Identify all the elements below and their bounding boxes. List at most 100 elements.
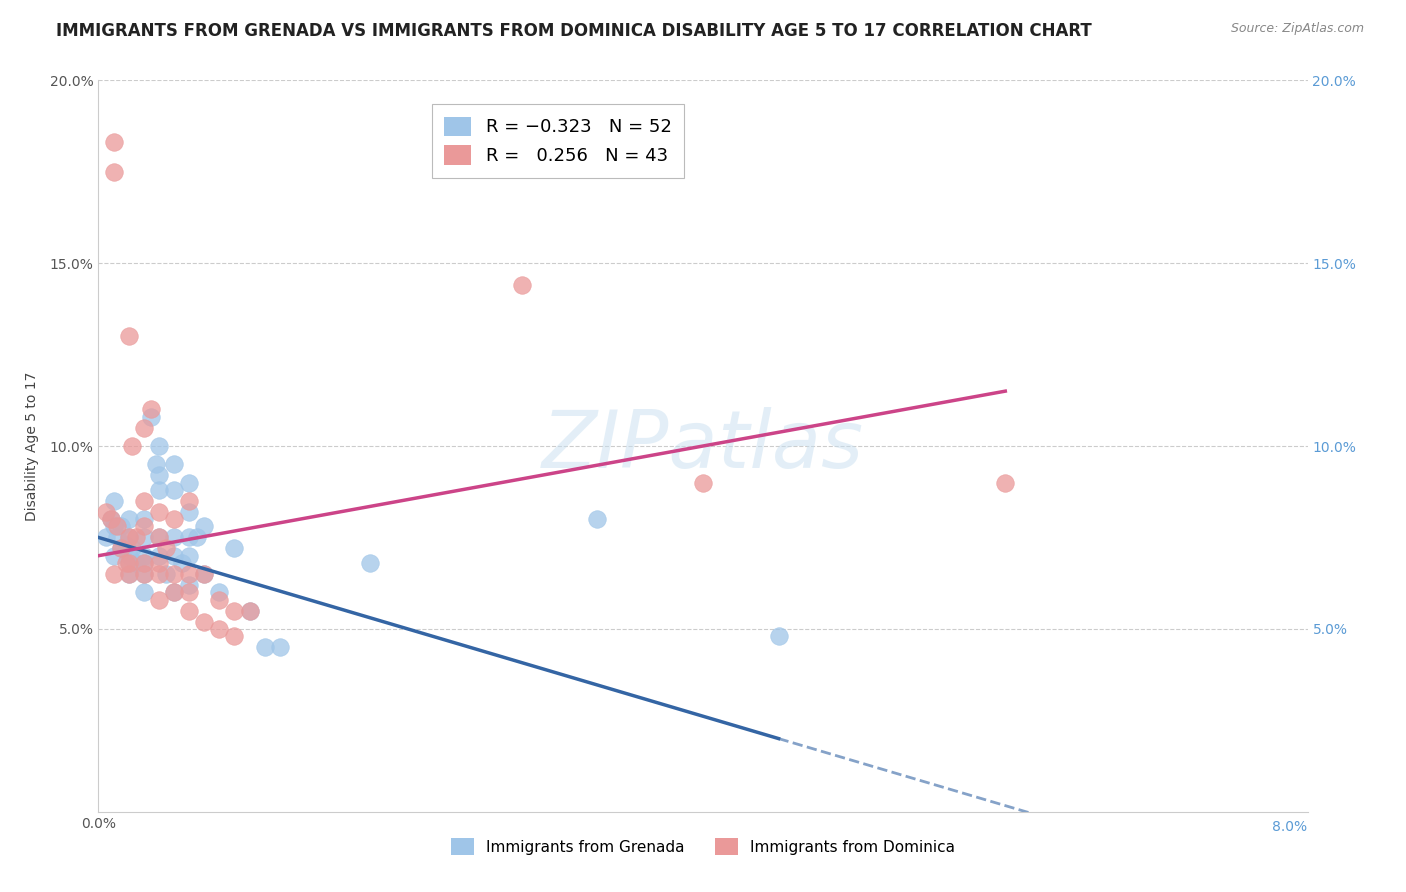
Point bbox=[132, 567, 155, 582]
Point bbox=[148, 530, 170, 544]
Point bbox=[132, 494, 155, 508]
Point bbox=[510, 278, 533, 293]
Point bbox=[163, 567, 186, 582]
Point bbox=[193, 519, 215, 533]
Point bbox=[118, 512, 141, 526]
Point bbox=[118, 329, 141, 343]
Point bbox=[148, 439, 170, 453]
Point bbox=[125, 530, 148, 544]
Point bbox=[94, 505, 117, 519]
Point bbox=[148, 592, 170, 607]
Point bbox=[148, 483, 170, 497]
Point bbox=[163, 549, 186, 563]
Point bbox=[132, 556, 155, 570]
Point bbox=[132, 556, 155, 570]
Point bbox=[224, 629, 246, 643]
Text: ZIPatlas: ZIPatlas bbox=[541, 407, 865, 485]
Point bbox=[163, 483, 186, 497]
Point bbox=[100, 512, 122, 526]
Point bbox=[148, 468, 170, 483]
Point bbox=[141, 409, 163, 424]
Point bbox=[103, 136, 125, 150]
Y-axis label: Disability Age 5 to 17: Disability Age 5 to 17 bbox=[24, 371, 38, 521]
Point bbox=[141, 402, 163, 417]
Point bbox=[145, 457, 167, 471]
Point bbox=[193, 615, 215, 629]
Point bbox=[179, 578, 201, 592]
Point bbox=[269, 640, 291, 655]
Point bbox=[110, 541, 132, 556]
Point bbox=[118, 530, 141, 544]
Point bbox=[94, 530, 117, 544]
Point bbox=[103, 549, 125, 563]
Point bbox=[118, 556, 141, 570]
Text: 8.0%: 8.0% bbox=[1272, 821, 1308, 835]
Point bbox=[132, 519, 155, 533]
Point bbox=[148, 505, 170, 519]
Point bbox=[208, 592, 231, 607]
Point bbox=[163, 585, 186, 599]
Point bbox=[163, 512, 186, 526]
Point bbox=[163, 585, 186, 599]
Point bbox=[103, 519, 125, 533]
Point bbox=[132, 549, 155, 563]
Point bbox=[994, 475, 1017, 490]
Point bbox=[186, 530, 208, 544]
Point bbox=[179, 567, 201, 582]
Point bbox=[100, 512, 122, 526]
Legend: Immigrants from Grenada, Immigrants from Dominica: Immigrants from Grenada, Immigrants from… bbox=[443, 830, 963, 863]
Point bbox=[103, 567, 125, 582]
Text: IMMIGRANTS FROM GRENADA VS IMMIGRANTS FROM DOMINICA DISABILITY AGE 5 TO 17 CORRE: IMMIGRANTS FROM GRENADA VS IMMIGRANTS FR… bbox=[56, 22, 1092, 40]
Point bbox=[163, 457, 186, 471]
Point bbox=[224, 603, 246, 617]
Point bbox=[239, 603, 262, 617]
Text: Source: ZipAtlas.com: Source: ZipAtlas.com bbox=[1230, 22, 1364, 36]
Point bbox=[148, 556, 170, 570]
Point bbox=[163, 530, 186, 544]
Point bbox=[179, 603, 201, 617]
Point bbox=[105, 530, 128, 544]
Point bbox=[155, 567, 177, 582]
Point bbox=[125, 556, 148, 570]
Point bbox=[105, 519, 128, 533]
Point bbox=[132, 421, 155, 435]
Point bbox=[132, 567, 155, 582]
Point bbox=[121, 541, 143, 556]
Point bbox=[179, 530, 201, 544]
Point bbox=[179, 585, 201, 599]
Point bbox=[148, 567, 170, 582]
Point bbox=[132, 530, 155, 544]
Point bbox=[586, 512, 609, 526]
Point bbox=[179, 505, 201, 519]
Point bbox=[118, 567, 141, 582]
Point bbox=[103, 494, 125, 508]
Point bbox=[193, 567, 215, 582]
Point bbox=[208, 622, 231, 636]
Point bbox=[110, 519, 132, 533]
Point bbox=[239, 603, 262, 617]
Point bbox=[179, 494, 201, 508]
Point bbox=[208, 585, 231, 599]
Point bbox=[768, 629, 790, 643]
Point bbox=[148, 549, 170, 563]
Point bbox=[148, 530, 170, 544]
Point bbox=[118, 530, 141, 544]
Point bbox=[179, 549, 201, 563]
Point bbox=[193, 567, 215, 582]
Point bbox=[692, 475, 714, 490]
Point bbox=[118, 549, 141, 563]
Point bbox=[155, 541, 177, 556]
Point bbox=[253, 640, 276, 655]
Point bbox=[179, 475, 201, 490]
Point bbox=[121, 439, 143, 453]
Point bbox=[103, 164, 125, 178]
Point bbox=[132, 512, 155, 526]
Point bbox=[118, 556, 141, 570]
Point bbox=[114, 556, 136, 570]
Point bbox=[360, 556, 382, 570]
Point bbox=[110, 541, 132, 556]
Point bbox=[224, 541, 246, 556]
Point bbox=[114, 538, 136, 552]
Point bbox=[170, 556, 193, 570]
Point bbox=[132, 585, 155, 599]
